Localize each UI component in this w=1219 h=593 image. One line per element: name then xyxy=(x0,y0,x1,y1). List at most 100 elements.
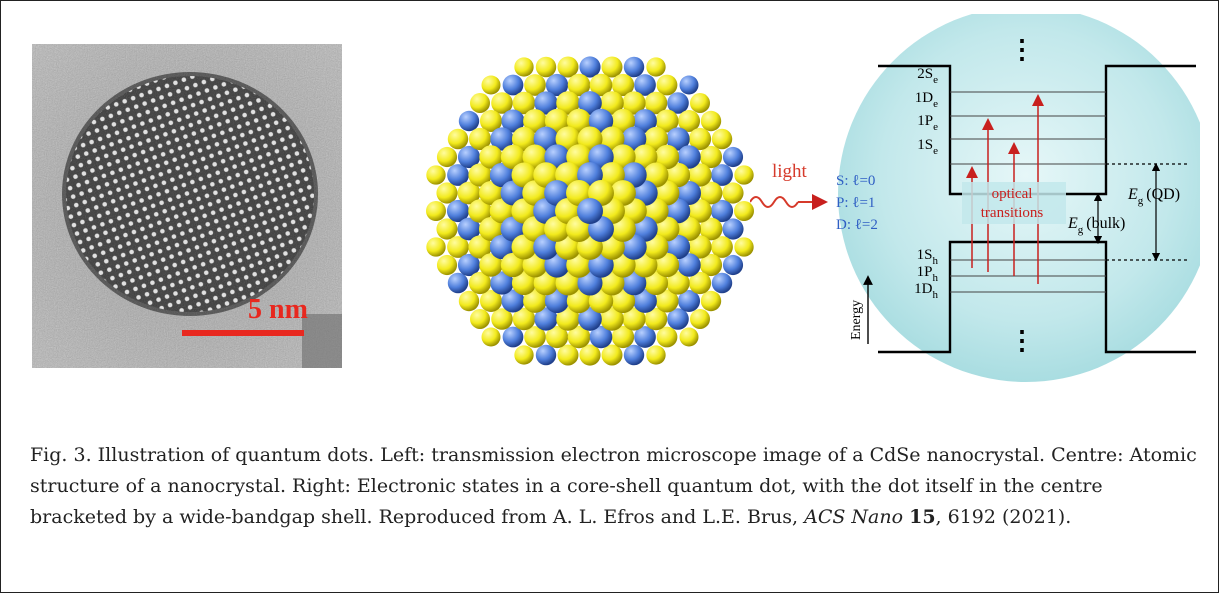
eg-bulk-label: Eg (bulk) xyxy=(1067,215,1125,236)
atom xyxy=(700,290,722,312)
atom xyxy=(677,253,701,277)
atom xyxy=(457,181,481,205)
atom xyxy=(511,270,537,296)
energy-level-svg: light S: ℓ=0 P: ℓ=1 D: ℓ=2 2Se 1De 1Pe 1… xyxy=(749,6,1214,382)
atom xyxy=(501,109,525,133)
atom xyxy=(502,74,524,96)
atom xyxy=(426,165,446,185)
atom xyxy=(544,288,570,314)
atom xyxy=(457,217,481,241)
atom xyxy=(544,108,570,134)
tem-image-svg: 5 nm xyxy=(32,44,342,368)
atom xyxy=(699,181,723,205)
light-wave-icon xyxy=(749,196,799,208)
atom xyxy=(468,163,492,187)
level-1se: 1Se xyxy=(917,137,938,157)
atom xyxy=(489,198,515,224)
atom xyxy=(514,345,534,365)
atom xyxy=(447,128,469,150)
atom xyxy=(579,56,601,78)
atom xyxy=(567,73,591,97)
level-2se: 2Se xyxy=(917,66,938,86)
atom xyxy=(665,162,691,188)
figure-caption: Fig. 3. Illustration of quantum dots. Le… xyxy=(30,440,1200,533)
atom xyxy=(426,201,446,221)
atom xyxy=(621,126,647,152)
atom xyxy=(426,237,446,257)
atom xyxy=(699,217,723,241)
atom xyxy=(654,252,680,278)
atom xyxy=(667,92,689,114)
atom xyxy=(699,145,723,169)
atom xyxy=(634,74,656,96)
atom xyxy=(470,309,490,329)
atom xyxy=(566,108,592,134)
atom xyxy=(512,307,536,331)
atom xyxy=(514,57,534,77)
atom xyxy=(589,73,613,97)
atom xyxy=(679,327,699,347)
p-orbital-label: P: ℓ=1 xyxy=(836,195,875,211)
atom xyxy=(666,271,690,295)
atom xyxy=(436,146,458,168)
atom xyxy=(690,93,710,113)
atom xyxy=(500,216,526,242)
caption-text: Fig. 3. Illustration of quantum dots. Le… xyxy=(30,444,1197,528)
atom xyxy=(676,180,702,206)
atom xyxy=(722,254,744,276)
atom xyxy=(734,237,754,257)
atom xyxy=(557,56,579,78)
atom xyxy=(524,74,546,96)
atom xyxy=(501,289,525,313)
d-orbital-label: D: ℓ=2 xyxy=(836,217,878,233)
atom xyxy=(654,144,680,170)
atom xyxy=(533,270,559,296)
atom xyxy=(644,91,668,115)
atom xyxy=(447,236,469,258)
atom xyxy=(436,182,458,204)
atom xyxy=(622,91,646,115)
atom xyxy=(578,91,602,115)
atom xyxy=(579,344,601,366)
atom xyxy=(600,91,624,115)
atom xyxy=(522,252,548,278)
ellipsis-bottom: ⋮ xyxy=(1009,326,1035,355)
atom xyxy=(458,290,480,312)
atom xyxy=(622,307,646,331)
atom xyxy=(655,289,679,313)
atom xyxy=(665,198,691,224)
atom xyxy=(654,216,680,242)
atom xyxy=(688,199,712,223)
atom xyxy=(679,75,699,95)
atom xyxy=(699,253,723,277)
ellipsis-top: ⋮ xyxy=(1009,35,1035,64)
valence-band-well xyxy=(878,240,1196,354)
atom xyxy=(688,235,712,259)
atom xyxy=(470,93,490,113)
atom xyxy=(490,271,514,295)
atom xyxy=(710,199,734,223)
atom xyxy=(677,109,701,133)
atom xyxy=(601,56,623,78)
optical-label-line2: transitions xyxy=(981,205,1044,221)
atom xyxy=(711,164,733,186)
atom xyxy=(577,198,603,224)
atom xyxy=(491,92,513,114)
atom xyxy=(667,308,689,330)
atom xyxy=(500,144,526,170)
atom xyxy=(656,326,678,348)
atom xyxy=(690,309,710,329)
atom xyxy=(633,109,657,133)
atom xyxy=(623,56,645,78)
atom xyxy=(481,75,501,95)
atom xyxy=(655,109,679,133)
atom xyxy=(634,326,656,348)
atom xyxy=(436,218,458,240)
atom xyxy=(722,218,744,240)
atom xyxy=(512,91,536,115)
atom xyxy=(545,325,569,349)
atom xyxy=(722,146,744,168)
nanocrystal-model-svg xyxy=(426,56,754,366)
atom xyxy=(500,180,526,206)
atom xyxy=(643,126,669,152)
